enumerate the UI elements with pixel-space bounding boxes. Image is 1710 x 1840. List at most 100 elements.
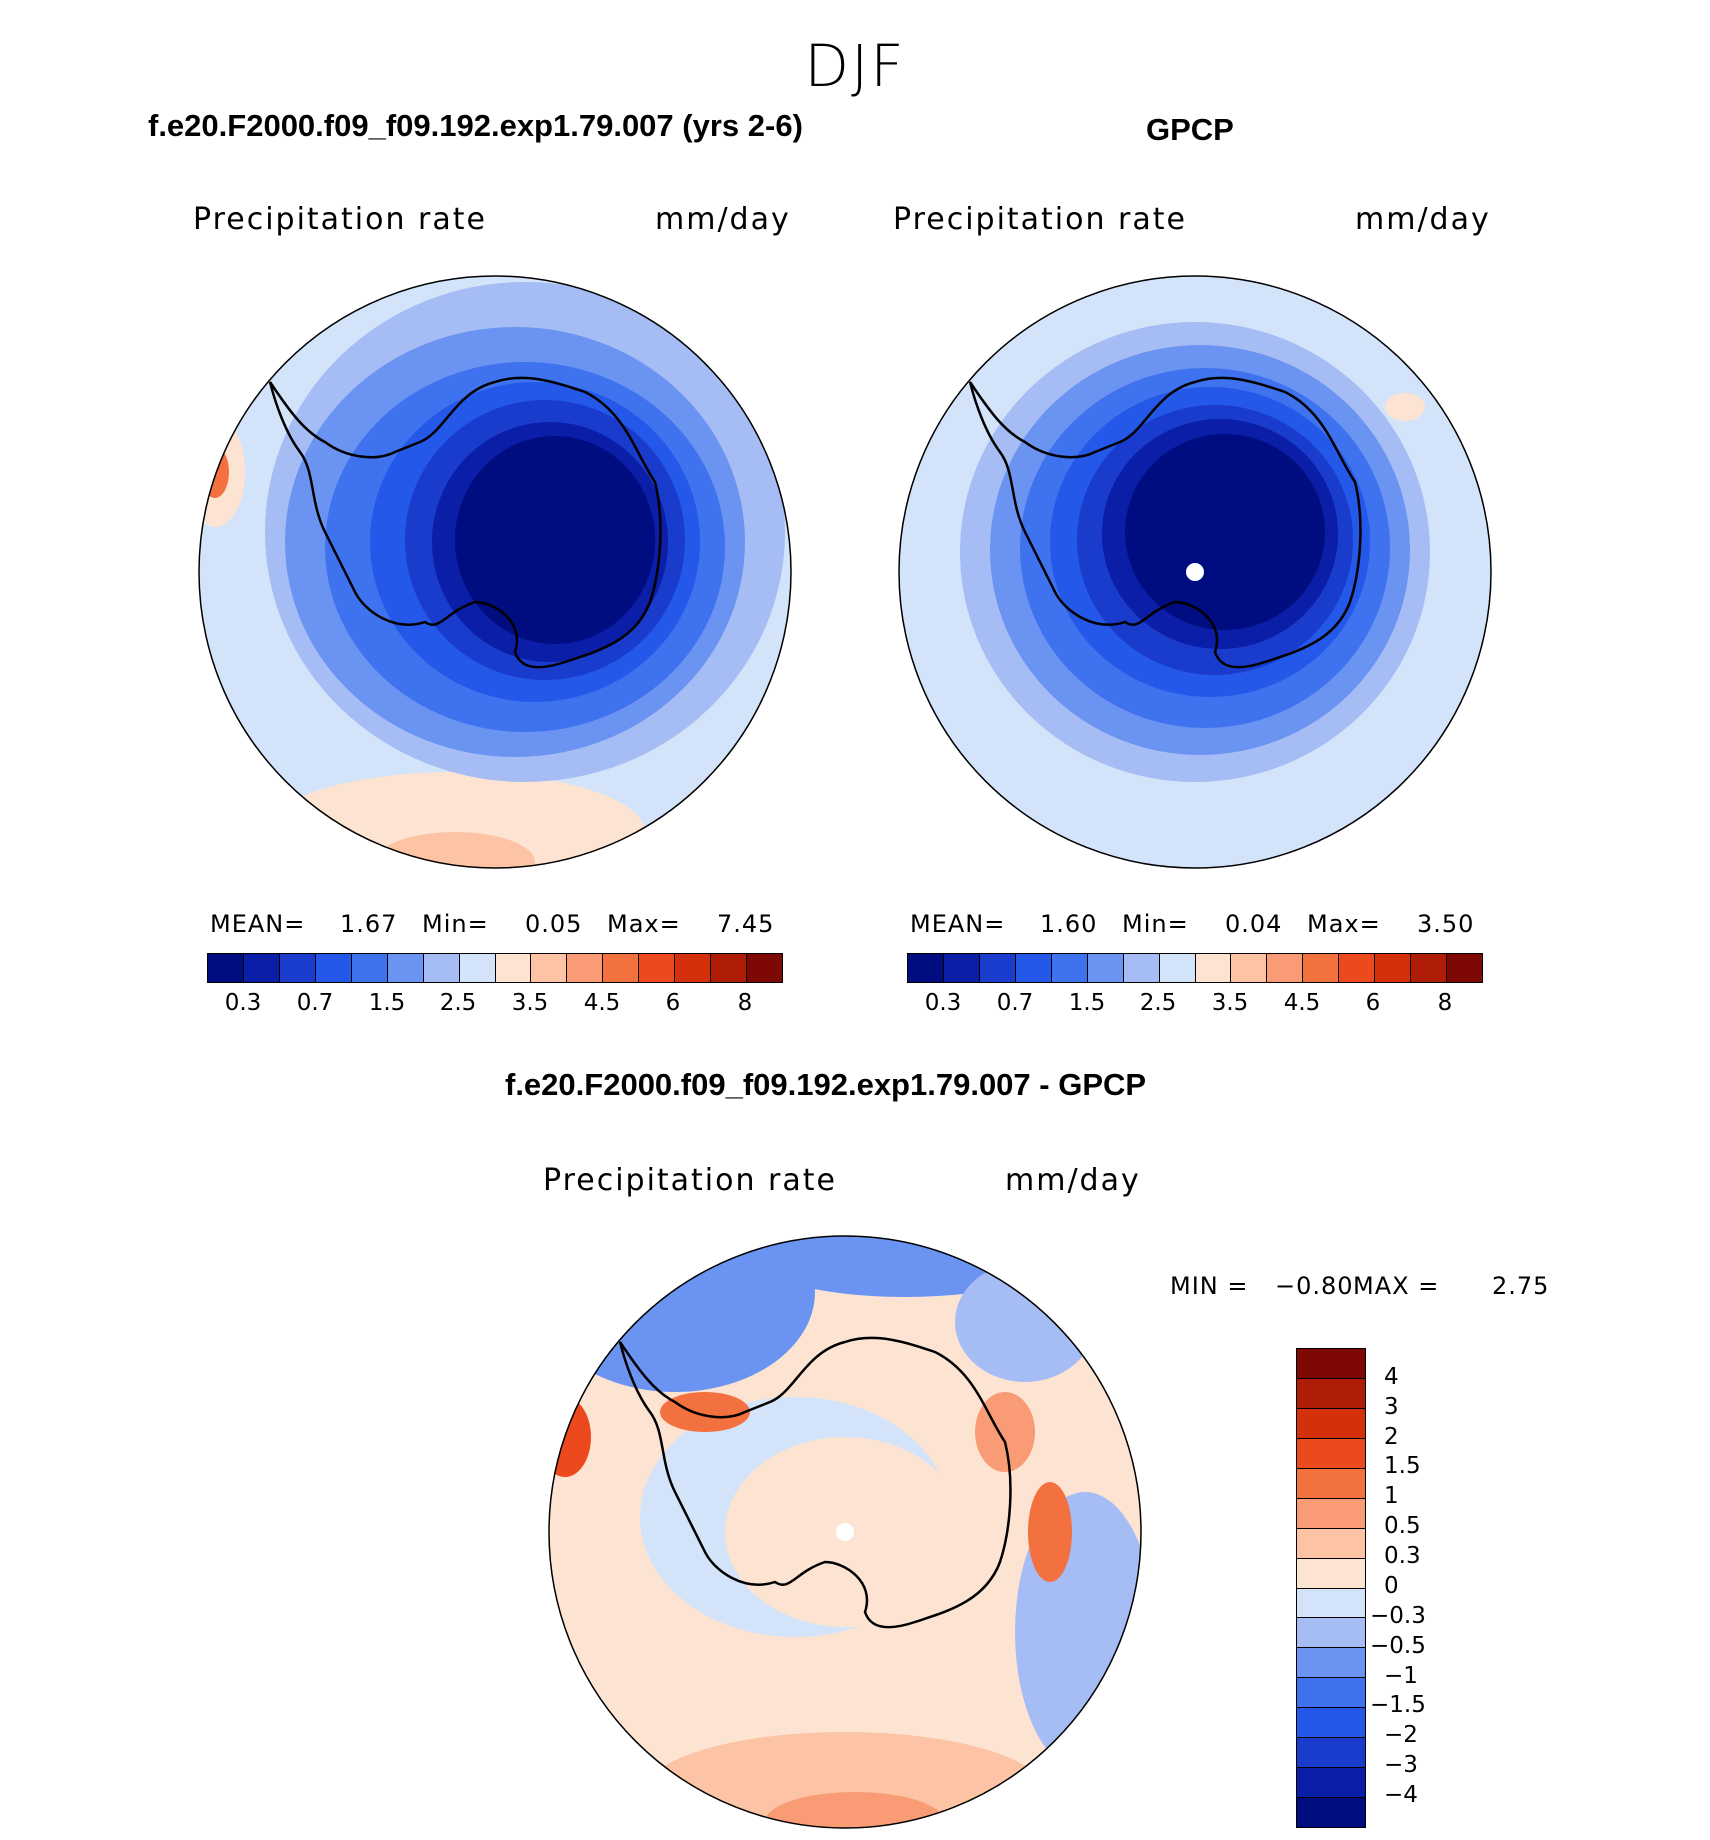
colorbar-difference-swatch <box>1297 1558 1365 1589</box>
colorbar-gpcp-swatch <box>1195 954 1232 982</box>
colorbar-model-tick: 3.5 <box>511 990 549 1016</box>
colorbar-difference-swatch <box>1297 1408 1365 1439</box>
colorbar-model-tick: 6 <box>665 990 681 1016</box>
panel2-min-label: Min= <box>1122 910 1189 938</box>
colorbar-difference-swatch <box>1297 1618 1365 1649</box>
colorbar-difference-tick: 3 <box>1384 1394 1399 1420</box>
panel3-units: mm/day <box>1005 1163 1141 1198</box>
colorbar-gpcp-tick: 8 <box>1437 990 1453 1016</box>
colorbar-gpcp-tick: 6 <box>1365 990 1381 1016</box>
colorbar-difference-swatch <box>1297 1438 1365 1469</box>
colorbar-model-swatch <box>243 954 280 982</box>
panel3-max-label: MAX = <box>1353 1272 1440 1300</box>
panel2-mean-label: MEAN= <box>910 910 1006 938</box>
colorbar-model-tick: 1.5 <box>368 990 406 1016</box>
colorbar-model-swatch <box>315 954 352 982</box>
panel2-min-value: 0.04 <box>1225 910 1283 938</box>
colorbar-gpcp-swatch <box>1051 954 1088 982</box>
panel1-mean-label: MEAN= <box>210 910 306 938</box>
colorbar-gpcp-tick: 1.5 <box>1068 990 1106 1016</box>
colorbar-difference-swatch <box>1297 1738 1365 1769</box>
panel1-min-value: 0.05 <box>525 910 583 938</box>
colorbar-difference-swatch <box>1297 1708 1365 1739</box>
panel1-units: mm/day <box>655 202 791 237</box>
colorbar-model-swatch <box>675 954 712 982</box>
colorbar-gpcp-swatch <box>1447 954 1482 982</box>
map-model <box>198 275 792 869</box>
colorbar-model-swatch <box>603 954 640 982</box>
panel2-max-label: Max= <box>1307 910 1381 938</box>
colorbar-difference-tick: 0 <box>1384 1573 1399 1599</box>
panel2-title: GPCP <box>1146 112 1234 147</box>
colorbar-gpcp-swatch <box>1339 954 1376 982</box>
colorbar-difference-tick: −1 <box>1384 1663 1418 1689</box>
colorbar-difference-tick: −2 <box>1384 1722 1418 1748</box>
colorbar-difference-tick: 0.3 <box>1384 1543 1421 1569</box>
colorbar-difference-swatch <box>1297 1588 1365 1619</box>
colorbar-gpcp-swatch <box>979 954 1016 982</box>
figure-title: DJF <box>804 32 906 100</box>
colorbar-difference-tick: −0.5 <box>1370 1633 1426 1659</box>
colorbar-gpcp-swatch <box>1303 954 1340 982</box>
colorbar-gpcp-swatch <box>1123 954 1160 982</box>
panel2-mean-value: 1.60 <box>1040 910 1098 938</box>
panel3-title: f.e20.F2000.f09_f09.192.exp1.79.007 - GP… <box>505 1067 1147 1102</box>
colorbar-difference-tick: 4 <box>1384 1364 1399 1390</box>
panel1-min-label: Min= <box>422 910 489 938</box>
colorbar-gpcp-swatch <box>908 954 944 982</box>
colorbar-difference-tick: 1.5 <box>1384 1453 1421 1479</box>
colorbar-difference-tick: −0.3 <box>1370 1603 1426 1629</box>
panel1-mean-value: 1.67 <box>340 910 398 938</box>
colorbar-gpcp-swatch <box>1375 954 1412 982</box>
colorbar-gpcp-tick: 3.5 <box>1211 990 1249 1016</box>
colorbar-difference-tick: 0.5 <box>1384 1513 1421 1539</box>
panel3-max-value: 2.75 <box>1492 1272 1550 1300</box>
panel1-max-value: 7.45 <box>717 910 775 938</box>
colorbar-difference-swatch <box>1297 1528 1365 1559</box>
colorbar-difference-swatch <box>1297 1349 1365 1379</box>
panel1-title: f.e20.F2000.f09_f09.192.exp1.79.007 (yrs… <box>148 108 803 143</box>
colorbar-gpcp-swatch <box>1411 954 1448 982</box>
colorbar-difference <box>1296 1348 1366 1828</box>
colorbar-difference-tick: −4 <box>1384 1782 1418 1808</box>
colorbar-gpcp-tick: 0.7 <box>996 990 1034 1016</box>
colorbar-model-swatch <box>531 954 568 982</box>
colorbar-model-swatch <box>747 954 782 982</box>
colorbar-difference-swatch <box>1297 1798 1365 1827</box>
colorbar-model-tick: 2.5 <box>439 990 477 1016</box>
colorbar-difference-swatch <box>1297 1468 1365 1499</box>
colorbar-difference-tick: −1.5 <box>1370 1692 1426 1718</box>
colorbar-gpcp-swatch <box>1159 954 1196 982</box>
panel3-min-value: −0.80 <box>1275 1272 1354 1300</box>
colorbar-difference-tick: −3 <box>1384 1752 1418 1778</box>
colorbar-gpcp-tick: 0.3 <box>924 990 962 1016</box>
colorbar-model-swatch <box>279 954 316 982</box>
colorbar-gpcp-swatch <box>943 954 980 982</box>
colorbar-model-swatch <box>423 954 460 982</box>
panel2-max-value: 3.50 <box>1417 910 1475 938</box>
colorbar-model-swatch <box>351 954 388 982</box>
colorbar-model-swatch <box>711 954 748 982</box>
colorbar-model-swatch <box>208 954 244 982</box>
colorbar-gpcp-swatch <box>1231 954 1268 982</box>
colorbar-model-tick: 4.5 <box>583 990 621 1016</box>
colorbar-model-swatch <box>639 954 676 982</box>
colorbar-model-swatch <box>567 954 604 982</box>
map-gpcp <box>898 275 1492 869</box>
colorbar-gpcp <box>907 953 1483 983</box>
colorbar-difference-swatch <box>1297 1768 1365 1799</box>
panel1-max-label: Max= <box>607 910 681 938</box>
colorbar-gpcp-swatch <box>1267 954 1304 982</box>
colorbar-difference-tick: 2 <box>1384 1424 1399 1450</box>
colorbar-difference-swatch <box>1297 1678 1365 1709</box>
panel2-units: mm/day <box>1355 202 1491 237</box>
colorbar-gpcp-tick: 2.5 <box>1139 990 1177 1016</box>
colorbar-model-tick: 8 <box>737 990 753 1016</box>
colorbar-model-swatch <box>495 954 532 982</box>
colorbar-model-tick: 0.7 <box>296 990 334 1016</box>
panel1-variable: Precipitation rate <box>193 202 487 237</box>
colorbar-model-swatch <box>459 954 496 982</box>
colorbar-difference-swatch <box>1297 1378 1365 1409</box>
colorbar-difference-swatch <box>1297 1498 1365 1529</box>
map-difference <box>548 1235 1142 1829</box>
